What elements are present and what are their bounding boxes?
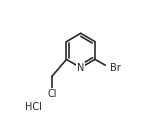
Text: Cl: Cl bbox=[47, 89, 57, 99]
Text: HCl: HCl bbox=[25, 102, 42, 112]
Text: N: N bbox=[77, 63, 84, 73]
Text: Br: Br bbox=[110, 63, 120, 73]
